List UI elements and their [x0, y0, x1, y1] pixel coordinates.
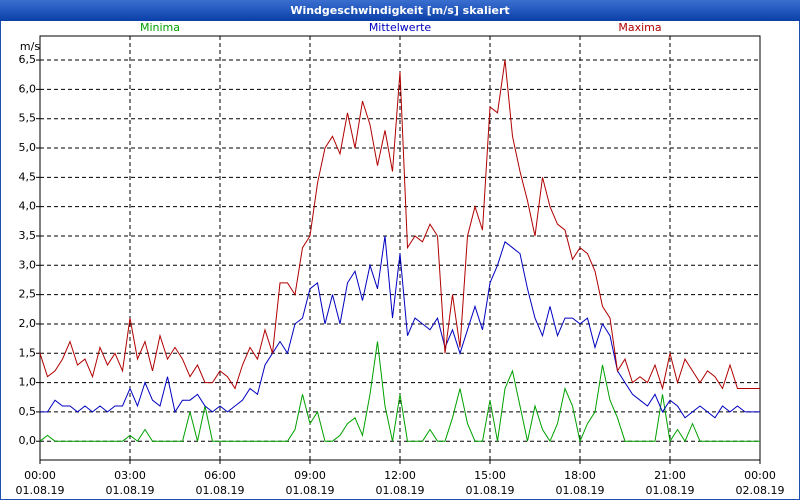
y-tick-label: 0,0: [19, 434, 37, 447]
x-tick-label: 03:00 01.08.19: [106, 469, 155, 497]
y-tick-label: 5,5: [19, 112, 37, 125]
y-tick-label: 3,5: [19, 229, 37, 242]
legend-label: Minima: [140, 21, 180, 34]
y-tick-label: 2,5: [19, 288, 37, 301]
y-tick-label: 4,5: [19, 170, 37, 183]
series-line: [39, 341, 760, 443]
series-line: [40, 235, 760, 419]
x-tick-label: 15:00 01.08.19: [466, 469, 515, 497]
y-tick-label: 0,5: [19, 405, 37, 418]
chart-title: Windgeschwindigkeit [m/s] skaliert: [290, 4, 509, 17]
y-tick-label: 5,0: [19, 141, 37, 154]
series-line: [39, 59, 760, 391]
y-tick-label: 6,5: [19, 53, 37, 66]
legend-label: Mittelwerte: [369, 21, 432, 34]
x-tick-label: 00:00 02.08.19: [736, 469, 785, 497]
x-tick-label: 12:00 01.08.19: [376, 469, 425, 497]
y-tick-label: 4,0: [19, 200, 37, 213]
x-tick-label: 09:00 01.08.19: [286, 469, 335, 497]
x-tick-label: 18:00 01.08.19: [556, 469, 605, 497]
title-bar: [0, 0, 800, 21]
y-tick-label: 1,5: [19, 346, 37, 359]
y-tick-label: 3,0: [19, 258, 37, 271]
y-tick-label: 6,0: [19, 82, 37, 95]
x-tick-label: 00:00 01.08.19: [16, 469, 65, 497]
x-tick-label: 06:00 01.08.19: [196, 469, 245, 497]
y-axis-unit: m/s: [20, 40, 40, 53]
x-tick-label: 21:00 01.08.19: [646, 469, 695, 497]
legend-label: Maxima: [618, 21, 661, 34]
y-tick-label: 1,0: [19, 376, 37, 389]
y-tick-label: 2,0: [19, 317, 37, 330]
